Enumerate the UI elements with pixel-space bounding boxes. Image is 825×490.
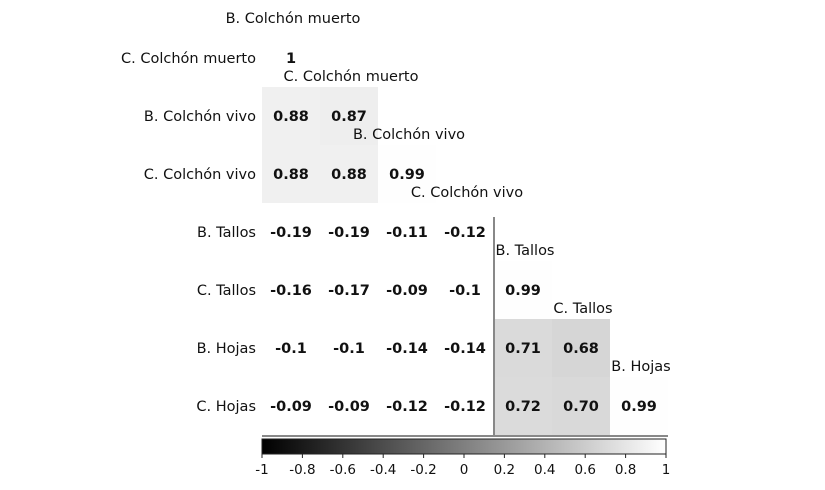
cell-value: 0.88 <box>331 167 367 183</box>
cell-value: 0.88 <box>273 109 309 125</box>
cell-value: -0.12 <box>444 399 486 415</box>
cell-value: 0.88 <box>273 167 309 183</box>
colorbar-tick-label: 0.2 <box>494 462 515 478</box>
row-label: C. Colchón vivo <box>144 167 256 183</box>
colorbar-gradient <box>261 438 667 455</box>
cell-value: 0.87 <box>331 109 367 125</box>
cell-value: -0.1 <box>275 341 307 357</box>
cell-value: -0.09 <box>270 399 312 415</box>
cell-value: 0.99 <box>389 167 425 183</box>
cell-value: -0.19 <box>328 225 370 241</box>
heatmap-cell <box>320 145 378 203</box>
row-labels: C. Colchón muerto B. Colchón vivo C. Colch… <box>121 51 256 415</box>
heatmap-cell <box>378 145 436 203</box>
cell-value: -0.12 <box>386 399 428 415</box>
row-label: B. Hojas <box>197 341 256 357</box>
heatmap-cell <box>610 377 668 435</box>
column-label: C. Tallos <box>553 301 612 317</box>
heatmap-cell <box>552 377 610 435</box>
cell-value: -0.11 <box>386 225 428 241</box>
column-label: C. Colchón muerto <box>284 69 419 85</box>
cell-value: -0.1 <box>449 283 481 299</box>
cell-value: -0.14 <box>386 341 428 357</box>
row-label: C. Hojas <box>196 399 256 415</box>
colorbar-tick-label: 1 <box>662 462 671 478</box>
cell-value: -0.12 <box>444 225 486 241</box>
colorbar-tick-label: -0.2 <box>410 462 436 478</box>
heatmap-cell <box>494 261 552 319</box>
colorbar-tick-label: 0 <box>460 462 469 478</box>
heatmap-cell <box>320 87 378 145</box>
colorbar-tick-label: -0.6 <box>330 462 356 478</box>
heatmap-cell <box>262 87 320 145</box>
cell-value: 0.99 <box>621 399 657 415</box>
heatmap-cell <box>494 319 552 377</box>
cell-value: -0.19 <box>270 225 312 241</box>
cell-value: 0.70 <box>563 399 599 415</box>
cell-value: 0.99 <box>505 283 541 299</box>
row-label: B. Tallos <box>197 225 256 241</box>
heatmap-cell <box>262 145 320 203</box>
cell-value: -0.14 <box>444 341 486 357</box>
cell-value: 0.72 <box>505 399 541 415</box>
cell-value: -0.17 <box>328 283 370 299</box>
column-label: B. Colchón vivo <box>353 127 465 143</box>
colorbar-tick-label: 0.4 <box>534 462 555 478</box>
column-label: C. Colchón vivo <box>411 185 523 201</box>
row-label: C. Colchón muerto <box>121 51 256 67</box>
column-label: B. Hojas <box>611 359 670 375</box>
colorbar-tick-label: -1 <box>255 462 268 478</box>
cell-value: -0.1 <box>333 341 365 357</box>
heatmap-cells <box>262 29 668 435</box>
cell-values: 1 0.88 0.87 0.88 0.88 0.99 -0.19 -0.19 -0.11 -0.1… <box>270 51 657 415</box>
cell-value: 1 <box>286 51 296 67</box>
cell-value: -0.09 <box>328 399 370 415</box>
block-dividers <box>262 217 668 437</box>
cell-value: -0.16 <box>270 283 312 299</box>
cell-value: -0.09 <box>386 283 428 299</box>
heatmap-cell <box>552 319 610 377</box>
heatmap-cell <box>494 377 552 435</box>
row-label: C. Tallos <box>197 283 256 299</box>
column-label: B. Colchón muerto <box>226 11 361 27</box>
colorbar-tick-label: 0.8 <box>615 462 636 478</box>
heatmap-cell <box>262 29 320 87</box>
cell-value: 0.71 <box>505 341 541 357</box>
diagonal-labels: B. Colchón muerto C. Colchón muerto B. Col… <box>226 11 671 375</box>
cell-value: 0.68 <box>563 341 599 357</box>
colorbar-tick-label: -0.4 <box>370 462 396 478</box>
colorbar-tick-label: -0.8 <box>289 462 315 478</box>
colorbar-tick-label: 0.6 <box>574 462 595 478</box>
colorbar: -1 -0.8 -0.6 -0.4 -0.2 0 0.2 0.4 0.6 0.8 1 <box>255 438 671 478</box>
row-label: B. Colchón vivo <box>144 109 256 125</box>
column-label: B. Tallos <box>496 243 555 259</box>
